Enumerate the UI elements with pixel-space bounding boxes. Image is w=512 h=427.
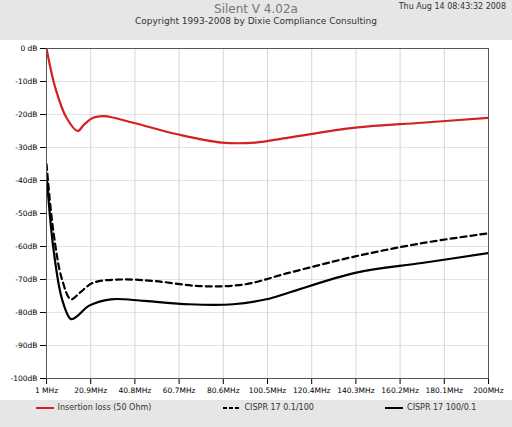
svg-text:0 dB: 0 dB xyxy=(20,44,37,53)
svg-text:-90dB: -90dB xyxy=(15,341,37,350)
html-text:Insertion loss (50 Ohm): Insertion loss (50 Ohm) xyxy=(57,403,152,412)
svg-text:-60dB: -60dB xyxy=(15,242,37,251)
svg-text:-50dB: -50dB xyxy=(15,209,37,218)
svg-text:-40dB: -40dB xyxy=(15,176,37,185)
svg-text:180.1MHz: 180.1MHz xyxy=(426,386,464,395)
svg-text:140.3MHz: 140.3MHz xyxy=(337,386,375,395)
svg-text:120.4MHz: 120.4MHz xyxy=(293,386,331,395)
svg-text:40.8MHz: 40.8MHz xyxy=(119,386,152,395)
svg-text:-20dB: -20dB xyxy=(15,110,37,119)
svg-text:80.6MHz: 80.6MHz xyxy=(207,386,240,395)
svg-text:60.7MHz: 60.7MHz xyxy=(163,386,196,395)
svg-text:-30dB: -30dB xyxy=(15,143,37,152)
html-text:CISPR 17 100/0.1: CISPR 17 100/0.1 xyxy=(407,403,477,412)
html-text:Silent V 4.02a: Silent V 4.02a xyxy=(214,2,298,16)
svg-text:-70dB: -70dB xyxy=(15,275,37,284)
svg-text:20.9MHz: 20.9MHz xyxy=(74,386,107,395)
svg-text:200MHz: 200MHz xyxy=(473,386,503,395)
html-text:CISPR 17 0.1/100: CISPR 17 0.1/100 xyxy=(244,403,314,412)
svg-text:-10dB: -10dB xyxy=(15,77,37,86)
svg-text:100.5MHz: 100.5MHz xyxy=(249,386,287,395)
svg-text:-100dB: -100dB xyxy=(11,374,38,383)
svg-text:-80dB: -80dB xyxy=(15,308,37,317)
html-text:Thu Aug 14 08:43:32 2008: Thu Aug 14 08:43:32 2008 xyxy=(398,2,506,11)
svg-text:160.2MHz: 160.2MHz xyxy=(381,386,419,395)
svg-text:1 MHz: 1 MHz xyxy=(35,386,58,395)
html-text:Copyright 1993-2008 by Dixie C: Copyright 1993-2008 by Dixie Compliance … xyxy=(135,16,377,26)
